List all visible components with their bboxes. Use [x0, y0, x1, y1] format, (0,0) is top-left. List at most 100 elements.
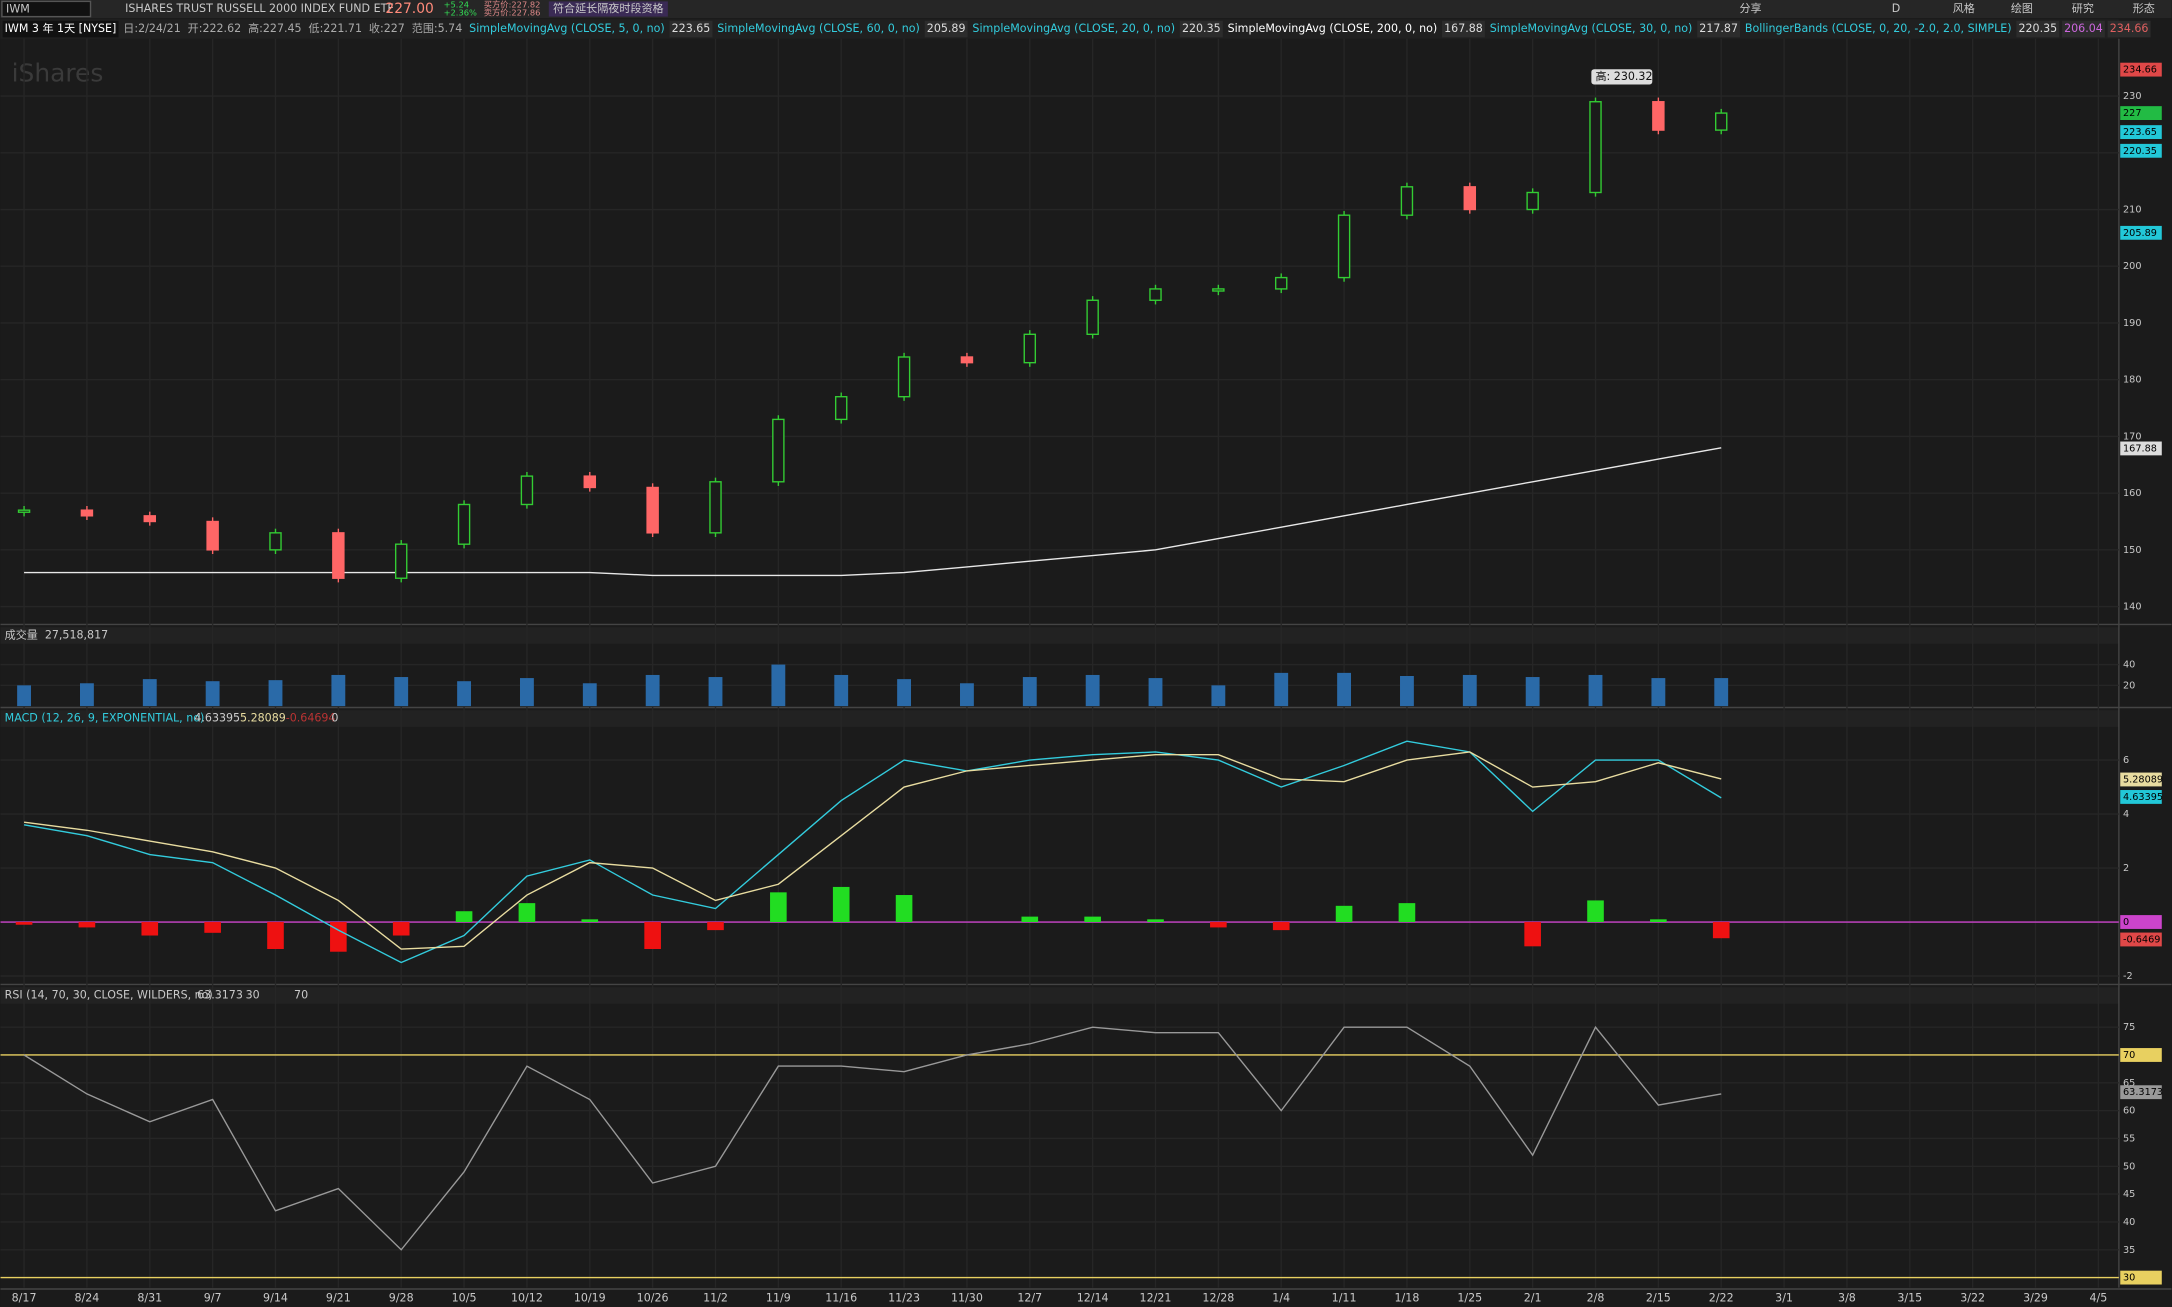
macd-hist [1210, 922, 1227, 928]
x-tick-label: 9/28 [389, 1292, 414, 1305]
price-tag [2120, 441, 2162, 456]
macd-hist [1587, 900, 1604, 923]
x-tick-label: 1/4 [1272, 1292, 1290, 1305]
macd-hist [1712, 922, 1730, 939]
macd-hist [832, 886, 850, 923]
toolbar-button[interactable]: 风格 [1953, 1, 1975, 15]
study-label: SimpleMovingAvg (CLOSE, 5, 0, no) [469, 22, 665, 35]
y-tick-label: 6 [2123, 755, 2129, 766]
price-tag [2120, 125, 2162, 140]
price-tag-label: 205.89 [2123, 228, 2157, 239]
candle [520, 475, 534, 506]
label-box [2016, 20, 2060, 38]
x-tick-label: 8/24 [74, 1292, 99, 1305]
macd-hist [78, 922, 96, 928]
toolbar-button[interactable]: 形态 [2133, 2, 2155, 15]
study-label: BollingerBands (CLOSE, 0, 20, -2.0, 2.0,… [1745, 22, 2012, 35]
y-tick-label: 55 [2123, 1133, 2135, 1144]
study-value: 220.35 [1182, 22, 1221, 35]
volume-bar [268, 680, 283, 707]
session-note: 符合延长隔夜时段资格 [553, 1, 664, 15]
macd-hist [1335, 905, 1353, 923]
label-box [1442, 20, 1485, 38]
volume-bar [771, 664, 786, 707]
x-tick-label: 3/22 [1960, 1292, 1985, 1305]
info-item: IWM 3 年 1天 [NYSE] [5, 21, 117, 35]
y-tick-label: 40 [2123, 660, 2135, 671]
label-box [2062, 20, 2105, 38]
y-tick-label: 45 [2123, 1189, 2135, 1200]
study-bar [0, 19, 2119, 39]
info-item: 范围:5.74 [412, 21, 462, 35]
macd-legend: 4.63395 [194, 712, 240, 725]
candle [1149, 288, 1162, 301]
x-tick-label: 1/11 [1332, 1292, 1357, 1305]
period[interactable]: D [1892, 2, 1901, 15]
price-tag-label: 5.28089 [2123, 774, 2163, 785]
candle [1086, 299, 1099, 335]
y-tick-label: 50 [2123, 1161, 2135, 1172]
toolbar-button[interactable]: 绘图 [2011, 1, 2033, 15]
x-tick-label: 11/23 [888, 1292, 920, 1305]
study-label: SimpleMovingAvg (CLOSE, 30, 0, no) [1490, 22, 1693, 35]
x-tick-label: 9/14 [263, 1292, 288, 1305]
y-tick-label: 170 [2123, 431, 2142, 442]
x-tick-label: 11/9 [766, 1292, 791, 1305]
y-tick-label: 75 [2123, 1022, 2135, 1033]
macd-hist [1147, 919, 1164, 923]
x-tick-label: 10/26 [637, 1292, 669, 1305]
price-tag-label: 223.65 [2123, 127, 2157, 138]
volume-title: 成交量 [5, 628, 38, 642]
price-tag [2120, 772, 2162, 787]
candle [80, 509, 94, 517]
label-box [2, 20, 119, 38]
high-annotation: 高: 230.32 [1596, 69, 1653, 83]
x-tick-label: 10/5 [452, 1292, 477, 1305]
x-tick-label: 2/22 [1709, 1292, 1734, 1305]
study-value: 223.65 [672, 22, 711, 35]
x-tick-label: 11/30 [951, 1292, 983, 1305]
x-tick-label: 10/12 [511, 1292, 543, 1305]
price-tag-label: 167.88 [2123, 443, 2157, 454]
volume-bar [79, 683, 94, 707]
panel-header [0, 987, 2119, 1004]
toolbar-button[interactable]: 分享 [1740, 1, 1762, 15]
symbol-box[interactable] [1, 0, 92, 18]
price-tag [2120, 106, 2162, 121]
volume-bar [1022, 677, 1037, 707]
instrument-name: ISHARES TRUST RUSSELL 2000 INDEX FUND ET… [125, 2, 394, 15]
x-tick-label: 9/7 [204, 1292, 222, 1305]
candle [1463, 186, 1477, 211]
macd-hist [1021, 916, 1039, 923]
macd-hist [392, 922, 410, 936]
candle [17, 509, 31, 513]
macd-hist [581, 919, 599, 923]
candle [1714, 112, 1728, 131]
x-tick-label: 8/17 [12, 1292, 37, 1305]
x-tick-label: 9/21 [326, 1292, 351, 1305]
volume-bar [1714, 678, 1729, 707]
price-tag-label: 220.35 [2123, 146, 2157, 157]
x-tick-label: 2/8 [1587, 1292, 1605, 1305]
x-tick-label: 12/28 [1202, 1292, 1234, 1305]
x-tick-label: 3/1 [1775, 1292, 1793, 1305]
study-value: 206.04 [2064, 22, 2103, 35]
info-item: 低:221.71 [309, 22, 363, 35]
x-tick-label: 1/25 [1457, 1292, 1482, 1305]
symbol[interactable]: IWM [6, 3, 30, 16]
x-tick-label: 8/31 [137, 1292, 162, 1305]
toolbar-button[interactable]: 研究 [2072, 1, 2094, 15]
annotation-box [1591, 69, 1653, 85]
candle [834, 396, 848, 421]
price-tag-label: -0.6469 [2123, 934, 2160, 945]
macd-hist [644, 922, 661, 950]
y-tick-label: 150 [2123, 545, 2142, 556]
change: +5.24 [444, 0, 469, 9]
info-item: 日:2/24/21 [123, 22, 180, 35]
volume-bar [1148, 678, 1163, 707]
candle [960, 356, 974, 364]
x-tick-label: 11/16 [825, 1292, 857, 1305]
macd-hist [1084, 916, 1101, 923]
